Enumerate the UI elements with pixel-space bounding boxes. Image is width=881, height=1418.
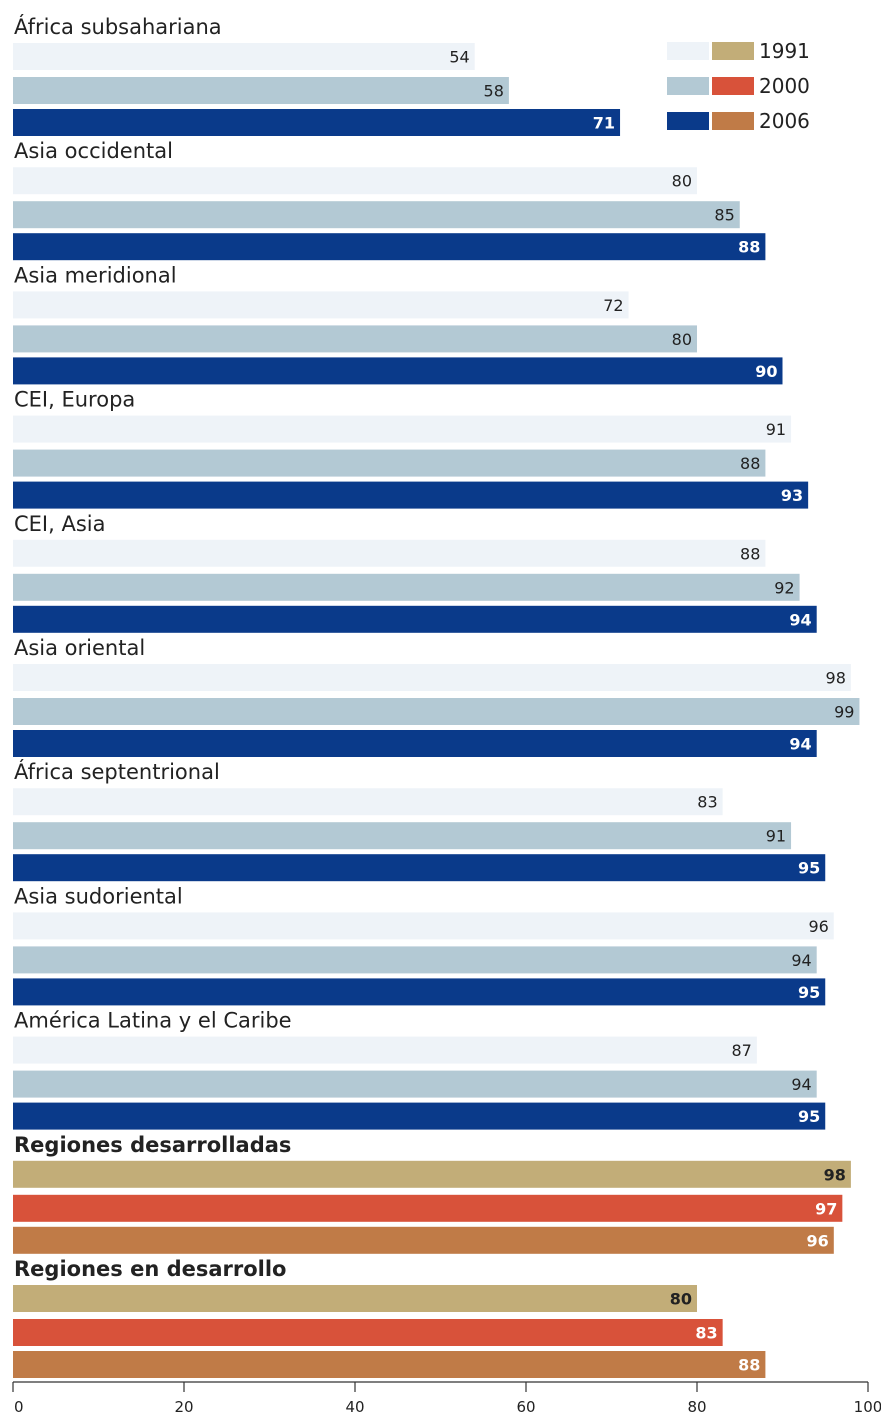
value-label: 95 bbox=[798, 1107, 820, 1126]
value-label: 91 bbox=[766, 420, 786, 439]
value-label: 94 bbox=[791, 1075, 811, 1094]
value-label: 90 bbox=[755, 362, 777, 381]
group-label: Regiones en desarrollo bbox=[14, 1257, 287, 1281]
value-label: 83 bbox=[697, 793, 717, 812]
bar-2006 bbox=[13, 1351, 766, 1378]
value-label: 96 bbox=[808, 917, 828, 936]
bar-2006 bbox=[13, 481, 809, 509]
value-label: 88 bbox=[740, 454, 760, 473]
bar-2006 bbox=[13, 109, 621, 136]
value-label: 85 bbox=[714, 206, 734, 225]
value-label: 95 bbox=[798, 983, 820, 1002]
x-tick-label: 20 bbox=[174, 1398, 193, 1416]
x-tick-label: 40 bbox=[345, 1398, 364, 1416]
legend-swatch-aggregate bbox=[712, 42, 754, 60]
group-label: CEI, Asia bbox=[14, 512, 106, 536]
value-label: 58 bbox=[484, 82, 504, 101]
bar-2000 bbox=[13, 698, 860, 725]
bar-2000 bbox=[13, 201, 740, 229]
value-label: 92 bbox=[774, 578, 794, 597]
legend-swatch-regional bbox=[667, 42, 709, 60]
value-label: 95 bbox=[798, 859, 820, 878]
bar-2000 bbox=[13, 1194, 843, 1222]
value-label: 54 bbox=[449, 48, 469, 67]
x-tick-label: 100 bbox=[854, 1398, 881, 1416]
group-label: Asia sudoriental bbox=[14, 884, 183, 908]
value-label: 88 bbox=[738, 238, 760, 257]
bar-2006 bbox=[13, 730, 817, 757]
bar-1991 bbox=[13, 788, 723, 816]
legend-label: 2000 bbox=[759, 74, 810, 98]
value-label: 71 bbox=[593, 114, 615, 133]
group-label: CEI, Europa bbox=[14, 388, 135, 412]
value-label: 80 bbox=[672, 330, 692, 349]
bar-2000 bbox=[13, 822, 792, 850]
value-label: 94 bbox=[789, 735, 811, 754]
value-label: 80 bbox=[672, 172, 692, 191]
value-label: 99 bbox=[834, 703, 854, 722]
bar-2006 bbox=[13, 1102, 826, 1130]
group-label: Asia oriental bbox=[14, 636, 145, 660]
bar-2006 bbox=[13, 854, 826, 882]
bar-1991 bbox=[13, 664, 851, 691]
x-tick-label: 80 bbox=[687, 1398, 706, 1416]
value-label: 91 bbox=[766, 827, 786, 846]
value-label: 94 bbox=[789, 610, 811, 629]
bar-1991 bbox=[13, 1036, 757, 1064]
value-label: 97 bbox=[815, 1199, 837, 1218]
value-label: 93 bbox=[781, 486, 803, 505]
group-label: Regiones desarrolladas bbox=[14, 1133, 291, 1157]
x-tick-label: 60 bbox=[516, 1398, 535, 1416]
group-label: Asia occidental bbox=[14, 139, 173, 163]
bar-2000 bbox=[13, 1070, 817, 1098]
bar-2006 bbox=[13, 233, 766, 261]
bar-1991 bbox=[13, 43, 475, 70]
bar-1991 bbox=[13, 167, 697, 195]
value-label: 83 bbox=[695, 1324, 717, 1343]
value-label: 98 bbox=[826, 669, 846, 688]
bar-2000 bbox=[13, 573, 800, 601]
value-label: 88 bbox=[740, 544, 760, 563]
bar-1991 bbox=[13, 1285, 697, 1312]
value-label: 98 bbox=[824, 1165, 846, 1184]
legend-label: 1991 bbox=[759, 39, 810, 63]
value-label: 80 bbox=[670, 1290, 692, 1309]
bar-2000 bbox=[13, 77, 509, 104]
bar-2000 bbox=[13, 1319, 723, 1346]
bar-2000 bbox=[13, 946, 817, 974]
value-label: 96 bbox=[807, 1231, 829, 1250]
legend-swatch-aggregate bbox=[712, 112, 754, 130]
bar-2006 bbox=[13, 357, 783, 385]
value-label: 94 bbox=[791, 951, 811, 970]
x-tick-label: 0 bbox=[14, 1398, 24, 1416]
legend-swatch-regional bbox=[667, 77, 709, 95]
bar-1991 bbox=[13, 539, 766, 567]
legend-label: 2006 bbox=[759, 109, 810, 133]
legend-swatch-aggregate bbox=[712, 77, 754, 95]
value-label: 72 bbox=[603, 296, 623, 315]
group-label: África septentrional bbox=[14, 759, 220, 784]
legend-swatch-regional bbox=[667, 112, 709, 130]
bar-1991 bbox=[13, 415, 792, 443]
bar-2000 bbox=[13, 325, 697, 353]
bar-2000 bbox=[13, 449, 766, 477]
bar-1991 bbox=[13, 912, 834, 940]
bar-2006 bbox=[13, 605, 817, 633]
group-label: África subsahariana bbox=[14, 14, 222, 39]
value-label: 88 bbox=[738, 1356, 760, 1375]
group-label: Asia meridional bbox=[14, 263, 177, 287]
bar-2006 bbox=[13, 1226, 834, 1254]
group-label: América Latina y el Caribe bbox=[14, 1009, 292, 1033]
bar-2006 bbox=[13, 978, 826, 1006]
value-label: 87 bbox=[731, 1041, 751, 1060]
bar-1991 bbox=[13, 291, 629, 319]
bar-1991 bbox=[13, 1160, 851, 1188]
